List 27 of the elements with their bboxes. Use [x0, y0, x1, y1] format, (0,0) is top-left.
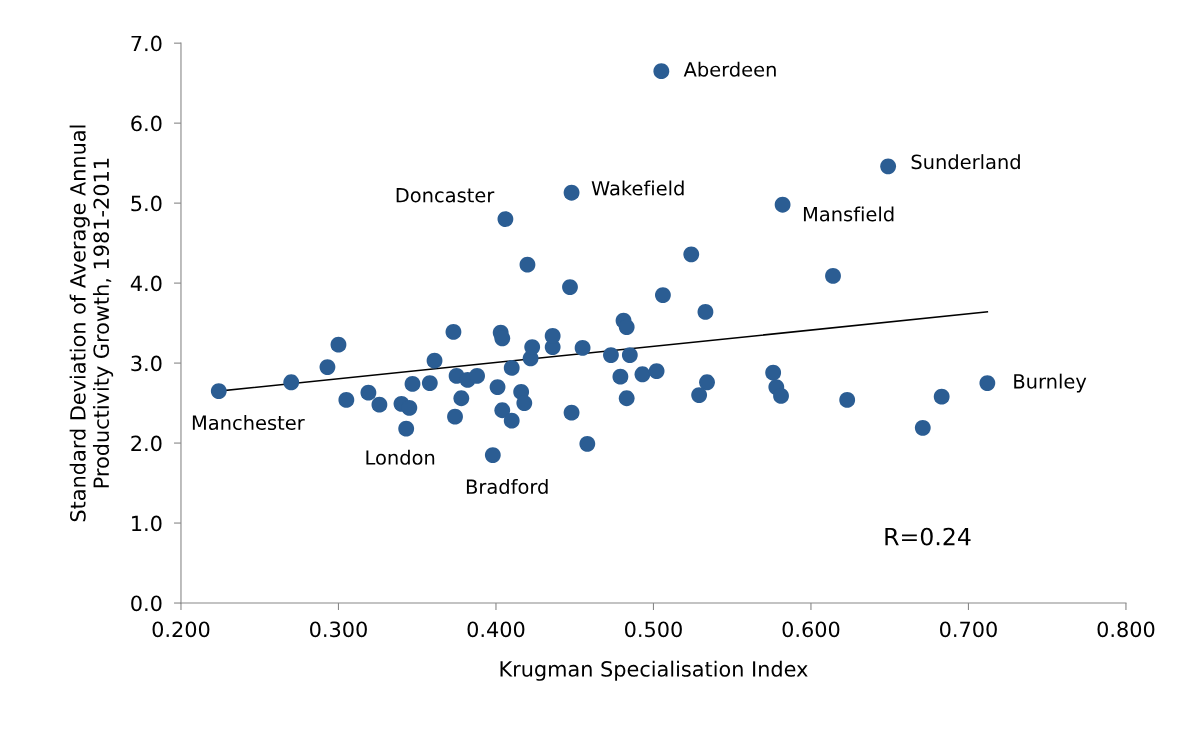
x-tick-label: 0.700 — [940, 621, 997, 638]
y-tick-label: 3.0 — [131, 355, 162, 372]
y-tick-label: 7.0 — [131, 35, 162, 52]
annotation: R=0.24 — [885, 527, 971, 546]
x-tick-label: 0.200 — [152, 621, 210, 638]
annotation: Mansfield — [803, 206, 894, 222]
y-tick-label: 5.0 — [131, 195, 162, 212]
annotation: Manchester — [192, 415, 305, 431]
x-tick-label: 0.500 — [625, 621, 682, 638]
x-tick-label: 0.400 — [467, 621, 525, 638]
annotation: Doncaster — [396, 188, 495, 203]
annotation: Bradford — [466, 478, 548, 495]
y-axis-title: Standard Deviation of Average Annual Productivity Growth, 1981-2011 — [69, 125, 114, 522]
x-tick-label: 0.800 — [1097, 621, 1155, 638]
annotation: London — [366, 449, 435, 465]
annotation: Burnley — [1014, 373, 1087, 393]
annotation: Sunderland — [911, 154, 1020, 170]
y-tick-label: 6.0 — [131, 115, 162, 132]
y-tick-label: 1.0 — [132, 515, 162, 532]
y-tick-label: 0.0 — [131, 595, 162, 612]
x-tick-label: 0.600 — [782, 621, 840, 638]
annotation: Aberdeen — [683, 61, 776, 77]
x-axis-title: Krugman Specialisation Index — [500, 660, 808, 681]
x-tick-label: 0.300 — [310, 621, 367, 638]
annotation: Wakefield — [591, 180, 684, 196]
y-tick-label: 2.0 — [131, 435, 162, 452]
y-tick-label: 4.0 — [130, 275, 162, 292]
